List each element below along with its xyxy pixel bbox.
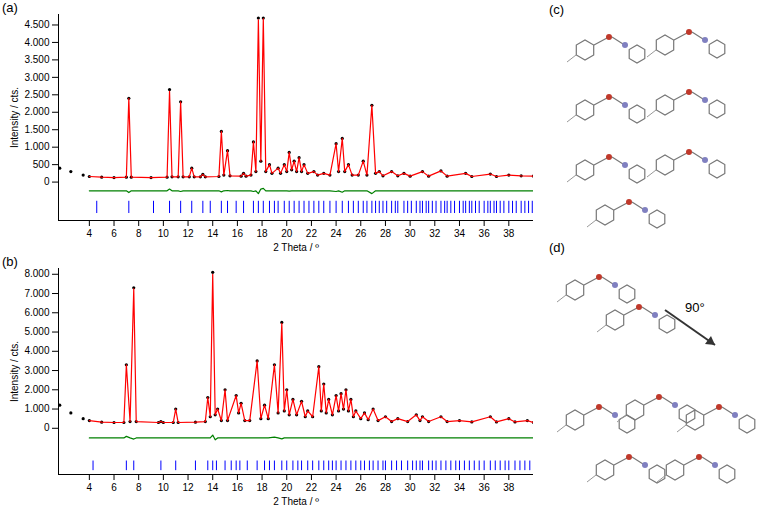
svg-text:14: 14 (207, 228, 219, 239)
svg-text:24: 24 (331, 228, 343, 239)
html-text:(b): (b) (2, 254, 18, 269)
svg-text:8: 8 (136, 482, 142, 493)
svg-text:38: 38 (503, 482, 515, 493)
svg-text:1.000: 1.000 (24, 141, 49, 152)
svg-text:3.000: 3.000 (24, 365, 49, 376)
svg-text:2.500: 2.500 (24, 89, 49, 100)
svg-text:28: 28 (380, 482, 392, 493)
svg-text:7.000: 7.000 (24, 288, 49, 299)
svg-text:3.000: 3.000 (24, 72, 49, 83)
svg-text:0: 0 (44, 422, 50, 433)
svg-text:28: 28 (380, 228, 392, 239)
svg-text:38: 38 (503, 228, 515, 239)
svg-text:22: 22 (306, 482, 318, 493)
svg-text:18: 18 (257, 228, 269, 239)
svg-text:34: 34 (454, 228, 466, 239)
svg-text:32: 32 (429, 482, 441, 493)
svg-text:8.000: 8.000 (24, 268, 49, 279)
svg-text:36: 36 (479, 228, 491, 239)
svg-text:24: 24 (331, 482, 343, 493)
svg-text:500: 500 (33, 159, 50, 170)
svg-text:16: 16 (232, 228, 244, 239)
svg-text:34: 34 (454, 482, 466, 493)
svg-text:2.000: 2.000 (24, 106, 49, 117)
svg-text:6.000: 6.000 (24, 307, 49, 318)
svg-text:26: 26 (355, 228, 367, 239)
svg-text:Intensity / cts.: Intensity / cts. (9, 87, 20, 148)
svg-text:90°: 90° (685, 300, 705, 315)
svg-text:30: 30 (405, 228, 417, 239)
svg-text:30: 30 (405, 482, 417, 493)
svg-text:8: 8 (136, 228, 142, 239)
svg-text:20: 20 (281, 228, 293, 239)
svg-text:4.000: 4.000 (24, 345, 49, 356)
svg-text:32: 32 (429, 228, 441, 239)
svg-text:20: 20 (281, 482, 293, 493)
svg-text:10: 10 (158, 482, 170, 493)
svg-text:4.000: 4.000 (24, 37, 49, 48)
svg-text:2 Theta / º: 2 Theta / º (273, 242, 319, 253)
svg-text:16: 16 (232, 482, 244, 493)
svg-text:(c): (c) (549, 2, 564, 17)
svg-text:18: 18 (257, 482, 269, 493)
html-text:(a): (a) (2, 0, 18, 15)
svg-text:6: 6 (111, 482, 117, 493)
svg-text:4: 4 (87, 482, 93, 493)
svg-text:4: 4 (87, 228, 93, 239)
svg-text:26: 26 (355, 482, 367, 493)
svg-text:10: 10 (158, 228, 170, 239)
svg-text:14: 14 (207, 482, 219, 493)
svg-text:4.500: 4.500 (24, 19, 49, 30)
svg-text:0: 0 (44, 176, 50, 187)
svg-text:36: 36 (479, 482, 491, 493)
svg-text:2.000: 2.000 (24, 384, 49, 395)
svg-text:1.500: 1.500 (24, 124, 49, 135)
svg-text:12: 12 (182, 228, 194, 239)
svg-text:Intensity / cts.: Intensity / cts. (9, 341, 20, 402)
svg-text:1.000: 1.000 (24, 403, 49, 414)
svg-text:2 Theta / º: 2 Theta / º (273, 496, 319, 507)
svg-text:(d): (d) (549, 240, 565, 255)
svg-text:5.000: 5.000 (24, 326, 49, 337)
svg-text:6: 6 (111, 228, 117, 239)
svg-text:22: 22 (306, 228, 318, 239)
svg-text:3.500: 3.500 (24, 54, 49, 65)
svg-text:12: 12 (182, 482, 194, 493)
